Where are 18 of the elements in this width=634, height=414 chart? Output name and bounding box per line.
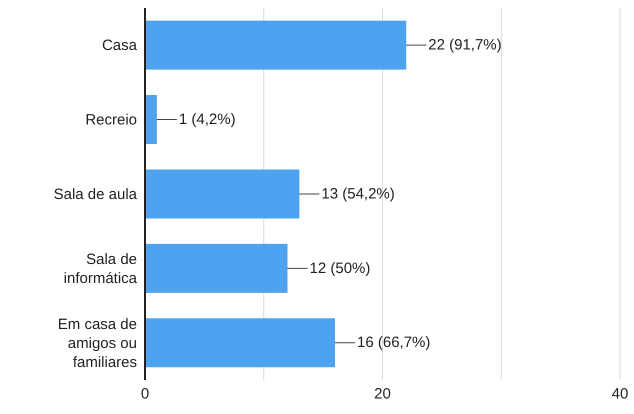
- data-label: 16 (66,7%): [357, 334, 430, 352]
- x-tick-label: 40: [612, 386, 628, 403]
- bar: [145, 318, 335, 368]
- bar: [145, 169, 300, 218]
- y-tick-label: Sala de informática: [64, 250, 138, 286]
- data-label: 13 (54,2%): [321, 185, 395, 202]
- bar: [145, 20, 406, 70]
- data-label: 1 (4,2%): [178, 111, 236, 128]
- y-tick-label: Sala de aula: [54, 186, 138, 202]
- data-label: 22 (91,7%): [428, 36, 502, 54]
- x-tick-label: 0: [140, 386, 150, 403]
- bar: [145, 95, 157, 144]
- x-tick-label: 20: [374, 386, 391, 403]
- y-tick-label: Recreio: [85, 111, 137, 128]
- y-tick-label: Casa: [102, 36, 138, 54]
- data-label: 12 (50%): [310, 260, 370, 277]
- bar: [145, 244, 288, 293]
- y-tick-label: Em casa de amigos ou familiares: [58, 315, 137, 370]
